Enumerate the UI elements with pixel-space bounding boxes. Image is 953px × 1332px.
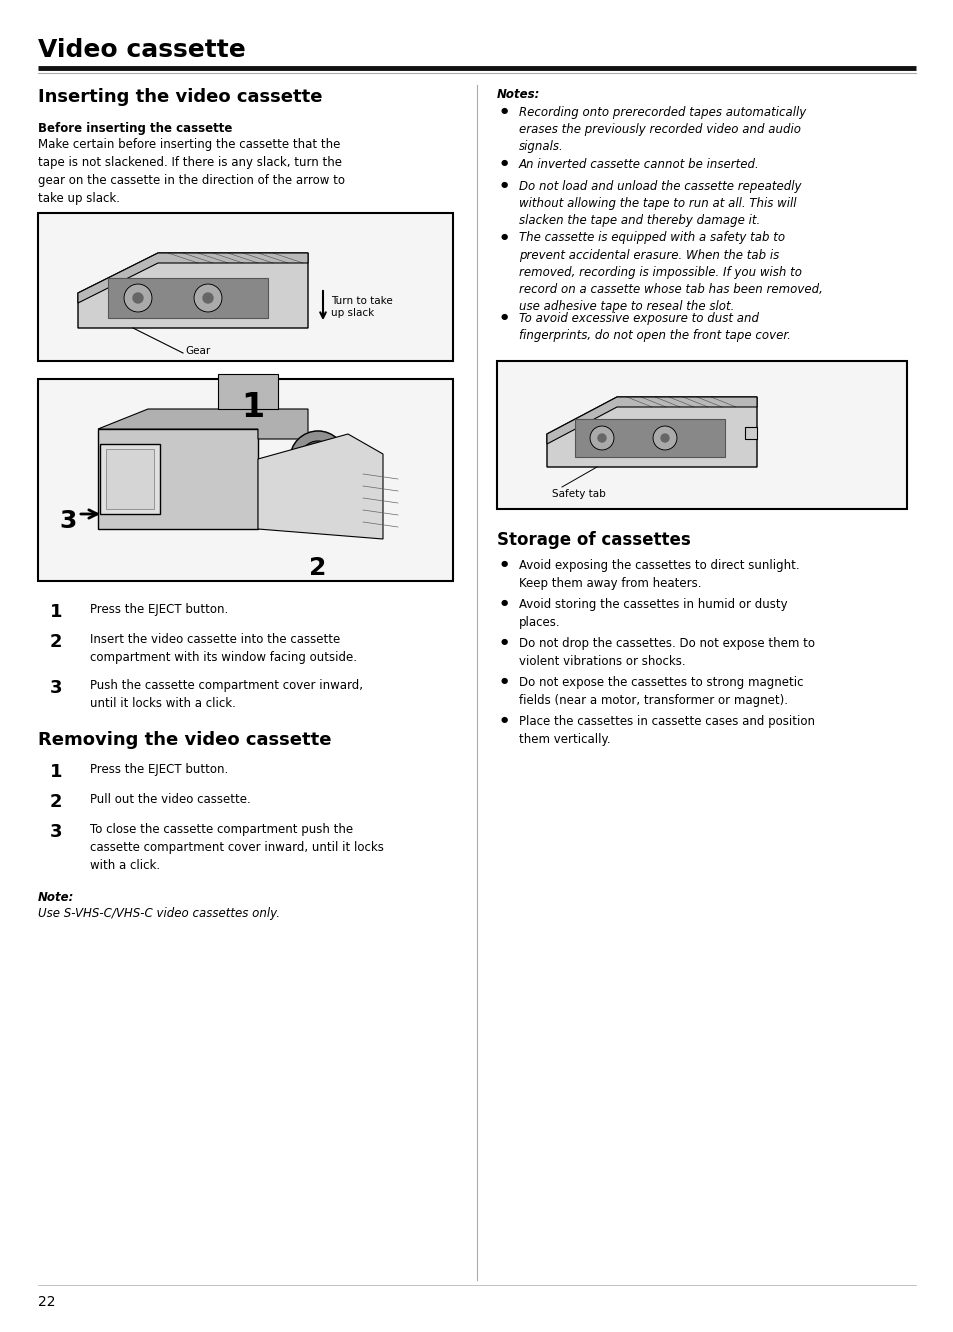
Bar [106,449,153,509]
Text: 3: 3 [50,679,62,697]
Text: Insert the video cassette into the cassette
compartment with its window facing o: Insert the video cassette into the casse… [90,633,356,663]
Text: ●: ● [500,598,508,607]
Text: Make certain before inserting the cassette that the
tape is not slackened. If th: Make certain before inserting the casset… [38,139,345,205]
Circle shape [598,434,605,442]
Polygon shape [78,253,308,302]
Bar [38,380,453,581]
Circle shape [290,432,346,488]
Text: ●: ● [500,180,508,189]
Text: Do not load and unload the cassette repeatedly
without allowing the tape to run : Do not load and unload the cassette repe… [518,180,801,228]
Text: ●: ● [500,637,508,646]
Text: Turn to take
up slack: Turn to take up slack [331,296,393,318]
Circle shape [589,426,614,450]
Text: ●: ● [500,107,508,115]
Text: Note:: Note: [38,891,74,904]
Bar [497,361,906,509]
Text: ●: ● [500,312,508,321]
Circle shape [660,434,668,442]
Text: An inverted cassette cannot be inserted.: An inverted cassette cannot be inserted. [518,157,759,170]
Circle shape [203,293,213,302]
Circle shape [193,284,222,312]
Text: Pull out the video cassette.: Pull out the video cassette. [90,793,251,806]
Text: Press the EJECT button.: Press the EJECT button. [90,763,228,777]
Bar [98,429,257,529]
Text: Before inserting the cassette: Before inserting the cassette [38,123,233,135]
Polygon shape [546,397,757,444]
Text: 1: 1 [50,603,62,621]
Text: Press the EJECT button.: Press the EJECT button. [90,603,228,615]
Bar [575,420,724,457]
Polygon shape [257,434,382,539]
Text: Push the cassette compartment cover inward,
until it locks with a click.: Push the cassette compartment cover inwa… [90,679,363,710]
Text: 3: 3 [59,509,76,533]
Circle shape [132,293,143,302]
Text: ●: ● [500,232,508,241]
Text: ●: ● [500,677,508,685]
Text: 3: 3 [50,823,62,840]
Text: Do not expose the cassettes to strong magnetic
fields (near a motor, transformer: Do not expose the cassettes to strong ma… [518,677,802,707]
Text: Use S-VHS-C/VHS-C video cassettes only.: Use S-VHS-C/VHS-C video cassettes only. [38,907,280,920]
Circle shape [124,284,152,312]
Text: To avoid excessive exposure to dust and
fingerprints, do not open the front tape: To avoid excessive exposure to dust and … [518,312,790,342]
Text: ●: ● [500,715,508,725]
Bar [218,374,277,409]
Text: Avoid storing the cassettes in humid or dusty
places.: Avoid storing the cassettes in humid or … [518,598,787,629]
Text: 2: 2 [50,633,62,651]
Text: To close the cassette compartment push the
cassette compartment cover inward, un: To close the cassette compartment push t… [90,823,383,872]
Circle shape [299,441,335,477]
Text: Video cassette: Video cassette [38,39,246,63]
Text: Recording onto prerecorded tapes automatically
erases the previously recorded vi: Recording onto prerecorded tapes automat… [518,107,805,153]
Text: Do not drop the cassettes. Do not expose them to
violent vibrations or shocks.: Do not drop the cassettes. Do not expose… [518,637,814,669]
Polygon shape [98,409,308,440]
Bar [100,444,160,514]
Text: 1: 1 [50,763,62,781]
Text: Avoid exposing the cassettes to direct sunlight.
Keep them away from heaters.: Avoid exposing the cassettes to direct s… [518,559,799,590]
Text: ●: ● [500,157,508,166]
Text: The cassette is equipped with a safety tab to
prevent accidental erasure. When t: The cassette is equipped with a safety t… [518,232,822,313]
Text: ●: ● [500,559,508,567]
Text: 1: 1 [241,392,264,424]
Circle shape [652,426,677,450]
Text: Inserting the video cassette: Inserting the video cassette [38,88,322,107]
Text: 2: 2 [309,555,326,579]
Text: Gear: Gear [185,346,210,356]
Polygon shape [78,253,308,328]
Bar [744,428,757,440]
Polygon shape [546,397,757,468]
Text: Notes:: Notes: [497,88,539,101]
Text: Place the cassettes in cassette cases and position
them vertically.: Place the cassettes in cassette cases an… [518,715,814,746]
Text: Storage of cassettes: Storage of cassettes [497,531,690,549]
Bar [38,213,453,361]
Text: Safety tab: Safety tab [552,489,605,500]
Text: 22: 22 [38,1295,55,1309]
Bar [108,278,268,318]
Text: 2: 2 [50,793,62,811]
Text: Removing the video cassette: Removing the video cassette [38,731,331,749]
